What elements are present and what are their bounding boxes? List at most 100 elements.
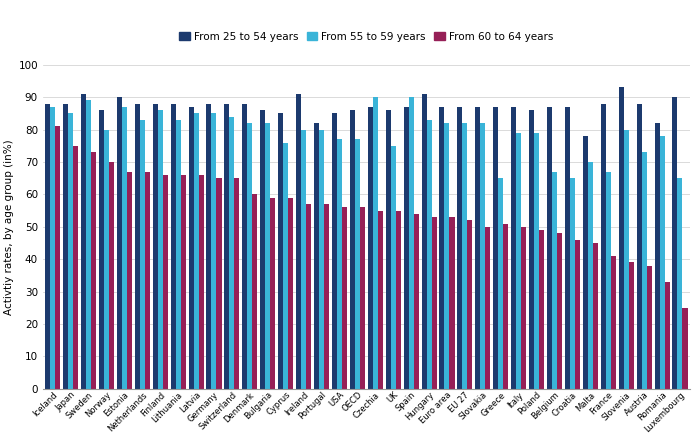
Bar <box>319 130 324 389</box>
Bar <box>247 123 253 389</box>
Bar <box>665 282 670 389</box>
Bar <box>332 113 337 389</box>
Bar <box>373 97 378 389</box>
Bar <box>360 207 365 389</box>
Bar <box>498 178 503 389</box>
Bar <box>301 130 306 389</box>
Bar <box>503 223 508 389</box>
Bar <box>521 227 526 389</box>
Bar <box>618 88 624 389</box>
Bar <box>529 110 534 389</box>
Bar <box>468 220 473 389</box>
Bar <box>212 113 217 389</box>
Bar <box>570 178 575 389</box>
Bar <box>45 104 50 389</box>
Bar <box>265 123 270 389</box>
Bar <box>145 172 150 389</box>
Bar <box>642 152 647 389</box>
Bar <box>677 178 682 389</box>
Bar <box>278 113 283 389</box>
Bar <box>414 214 418 389</box>
Bar <box>539 230 544 389</box>
Bar <box>117 97 122 389</box>
Bar <box>73 146 78 389</box>
Bar <box>56 126 60 389</box>
Bar <box>462 123 468 389</box>
Bar <box>99 110 104 389</box>
Bar <box>552 172 557 389</box>
Bar <box>153 104 158 389</box>
Bar <box>283 142 288 389</box>
Bar <box>180 175 186 389</box>
Bar <box>86 100 91 389</box>
Bar <box>457 107 462 389</box>
Bar <box>593 243 598 389</box>
Bar <box>342 207 347 389</box>
Bar <box>368 107 373 389</box>
Bar <box>194 113 198 389</box>
Bar <box>324 204 329 389</box>
Bar <box>583 136 588 389</box>
Bar <box>557 233 562 389</box>
Bar <box>63 104 68 389</box>
Bar <box>485 227 491 389</box>
Bar <box>672 97 677 389</box>
Bar <box>516 133 521 389</box>
Bar <box>81 94 86 389</box>
Bar <box>355 139 360 389</box>
Bar <box>296 94 301 389</box>
Bar <box>176 120 180 389</box>
Bar <box>288 198 293 389</box>
Bar <box>314 123 319 389</box>
Bar <box>122 107 127 389</box>
Bar <box>378 211 383 389</box>
Bar <box>534 133 539 389</box>
Bar <box>350 110 355 389</box>
Y-axis label: Activtiy rates, by age group (in%): Activtiy rates, by age group (in%) <box>4 139 14 314</box>
Bar <box>421 94 427 389</box>
Bar <box>135 104 139 389</box>
Bar <box>654 123 659 389</box>
Bar <box>601 104 606 389</box>
Bar <box>386 110 391 389</box>
Bar <box>68 113 73 389</box>
Bar <box>391 146 396 389</box>
Bar <box>242 104 247 389</box>
Bar <box>396 211 400 389</box>
Bar <box>109 162 114 389</box>
Bar <box>162 175 168 389</box>
Bar <box>260 110 265 389</box>
Bar <box>171 104 176 389</box>
Bar <box>439 107 444 389</box>
Bar <box>493 107 498 389</box>
Bar <box>206 104 212 389</box>
Bar <box>127 172 132 389</box>
Bar <box>224 104 230 389</box>
Bar <box>611 256 616 389</box>
Bar <box>189 107 194 389</box>
Bar <box>306 204 311 389</box>
Bar <box>337 139 342 389</box>
Bar <box>427 120 432 389</box>
Bar <box>50 107 56 389</box>
Bar <box>404 107 409 389</box>
Bar <box>198 175 203 389</box>
Bar <box>139 120 145 389</box>
Bar <box>624 130 629 389</box>
Bar <box>629 262 634 389</box>
Bar <box>575 240 580 389</box>
Bar <box>565 107 570 389</box>
Bar <box>606 172 611 389</box>
Bar <box>91 152 96 389</box>
Bar <box>682 308 688 389</box>
Bar <box>588 162 593 389</box>
Bar <box>104 130 109 389</box>
Bar <box>444 123 450 389</box>
Bar <box>647 266 652 389</box>
Bar <box>659 136 665 389</box>
Bar <box>475 107 480 389</box>
Bar <box>409 97 414 389</box>
Bar <box>217 178 221 389</box>
Bar <box>230 117 235 389</box>
Legend: From 25 to 54 years, From 55 to 59 years, From 60 to 64 years: From 25 to 54 years, From 55 to 59 years… <box>176 28 557 46</box>
